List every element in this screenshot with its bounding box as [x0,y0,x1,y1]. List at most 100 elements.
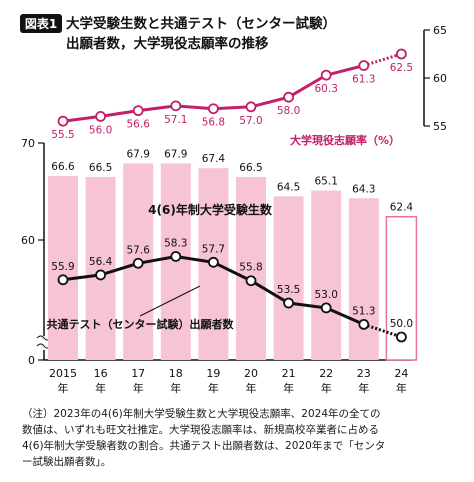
applicants-point [207,256,219,268]
bar [85,176,116,360]
x-tick-suffix: 年 [58,381,69,395]
applicants-point [283,297,295,309]
x-tick-suffix: 年 [246,381,257,395]
rate-point [395,48,407,60]
applicants-line-estimate [363,322,402,339]
bar-value-label: 62.4 [390,202,414,214]
applicants-point [170,251,182,262]
x-tick-label: 17 [131,367,145,380]
right-axis: 65 60 55 [423,24,447,133]
x-tick-suffix: 年 [396,381,407,395]
rate-point [132,105,144,117]
applicants-point [132,257,144,269]
bar-value-label: 64.5 [277,181,300,193]
leader-line [139,285,201,317]
right-axis-tick-label: 60 [433,72,447,85]
figure-header: 図表1 大学受験生数と共通テスト（センター試験） 出願者数，大学現役志願率の推移 [20,14,336,52]
rate-value-label: 60.3 [315,83,338,95]
rate-value-label: 61.3 [352,74,375,86]
rate-value-label: 57.1 [164,114,187,126]
bar-value-label: 64.3 [352,183,375,195]
rate-point [95,111,106,122]
x-tick-label: 18 [169,367,183,380]
bar-value-label: 67.4 [202,153,226,165]
footnote-line: （注）2023年の4(6)年制大学受験生数と大学現役志願率、2024年の全ての [22,408,381,420]
applicants-point [95,269,106,281]
rate-point [207,103,219,115]
applicants-value-label: 51.3 [352,305,375,317]
applicants-value-label: 53.0 [315,289,338,301]
bar-series: 66.6 66.5 67.9 67.9 67.4 66.5 64.5 65.1 64.3 62.4 [48,148,418,361]
footnote: （注）2023年の4(6)年制大学受験生数と大学現役志願率、2024年の全ての … [22,406,462,470]
rate-point [283,91,295,103]
applicants-point [358,318,370,330]
rate-value-label: 56.0 [89,124,112,136]
x-tick-label: 23 [357,367,371,380]
line-series: 55.9 56.4 57.6 58.3 57.7 55.8 53.5 53.0 51.3 50.0… [51,48,413,343]
footnote-line: 数値は、いずれも旺文社推定。大学現役志願率は、新規高校卒業者に占める [22,424,379,436]
x-tick-label: 24 [394,367,408,380]
rate-value-label: 57.0 [239,115,262,127]
applicants-point [245,275,257,287]
x-tick-label: 2015 [49,367,77,380]
rate-series-label: 大学現役志願率（%） [290,133,400,147]
bar-value-label: 67.9 [164,148,187,160]
x-tick-label: 22 [319,367,333,380]
applicants-series-label: 共通テスト（センター試験）出願者数 [47,317,235,331]
left-axis-tick-label: 60 [21,234,35,247]
bar [348,198,379,360]
right-axis-tick-label: 55 [433,120,447,133]
x-tick-suffix: 年 [170,381,181,395]
rate-point [320,69,332,81]
x-tick-suffix: 年 [95,381,106,395]
figure-badge-bg [20,14,62,33]
applicants-point [320,302,332,314]
bar [311,190,342,360]
bar-value-label: 66.6 [51,161,75,173]
applicants-value-label: 56.4 [89,256,113,268]
rate-value-label: 56.8 [202,117,225,129]
bar-series-label: 4(6)年制大学受験生数 [148,202,273,217]
rate-line-estimate [363,52,402,67]
x-tick-suffix: 年 [358,381,369,395]
rate-point [57,115,69,127]
bar-value-label: 65.1 [315,176,338,188]
applicants-value-label: 57.6 [127,244,151,256]
x-tick-suffix: 年 [208,381,219,395]
rate-value-label: 56.6 [127,119,151,131]
figure-title-line2: 出願者数，大学現役志願率の推移 [66,35,269,52]
bar [273,196,304,360]
x-tick-label: 16 [94,367,108,380]
applicants-point [395,331,407,343]
right-axis-tick-label: 65 [433,24,447,37]
applicants-value-label: 55.8 [239,262,262,274]
x-tick-label: 21 [282,367,296,380]
applicants-point [57,274,69,286]
x-tick-suffix: 年 [321,381,332,395]
rate-value-label: 55.5 [51,129,74,141]
bar [236,176,266,360]
rate-value-label: 58.0 [277,105,300,117]
rate-point [358,60,370,71]
x-tick-label: 20 [244,367,258,380]
chart: 図表1 大学受験生数と共通テスト（センター試験） 出願者数，大学現役志願率の推移… [20,14,447,395]
footnote-line: ー試験出願者数」。 [22,456,112,468]
left-axis-tick-label: 0 [28,354,35,367]
rate-point [170,100,182,112]
bar-value-label: 66.5 [239,162,262,174]
bar [48,175,78,360]
applicants-value-label: 58.3 [164,237,187,249]
x-tick-label: 19 [206,367,220,380]
figure-title-line1: 大学受験生数と共通テスト（センター試験） [66,15,336,32]
applicants-value-label: 57.7 [202,243,225,255]
rate-point [245,101,257,113]
left-axis-tick-label: 70 [21,137,35,150]
footnote-line: 4(6)年制大学受験者数の割合。共通テスト出願者数は、2020年まで「センタ [22,440,386,452]
bar-value-label: 66.5 [89,162,112,174]
x-tick-suffix: 年 [133,381,144,395]
rate-value-label: 62.5 [390,62,413,74]
applicants-value-label: 50.0 [390,318,413,330]
applicants-value-label: 53.5 [277,284,300,296]
figure-badge: 図表1 [25,16,57,31]
